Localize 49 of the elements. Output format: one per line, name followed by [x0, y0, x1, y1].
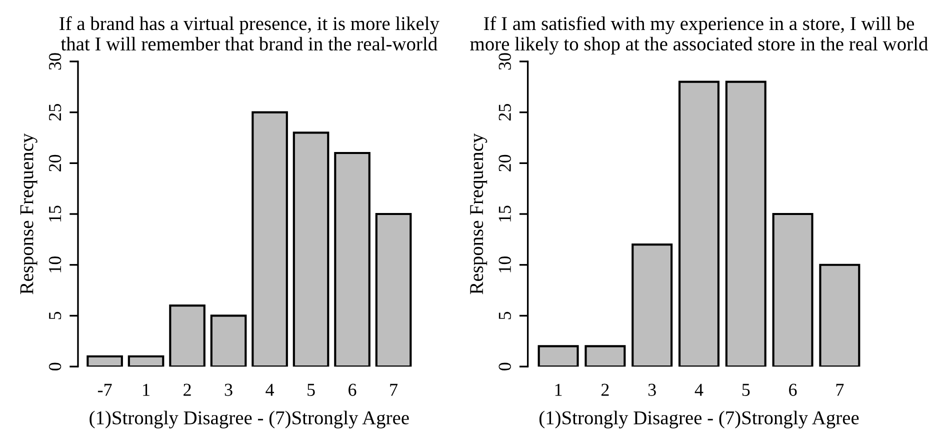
y-tick-label: 0	[48, 362, 62, 370]
x-tick-label: 3	[648, 384, 656, 396]
x-tick-label: 1	[555, 384, 562, 396]
x-tick-label: 5	[308, 384, 315, 396]
y-axis-title: Response Frequency	[20, 133, 38, 294]
x-tick-label: 7	[836, 384, 844, 396]
x-tick-label: 1	[143, 384, 150, 396]
x-tick-label: 6	[789, 384, 797, 396]
x-tick-label: 4	[266, 384, 274, 396]
x-tick-label: 2	[601, 384, 609, 396]
bar	[538, 345, 579, 367]
y-tick-label: 15	[49, 206, 62, 222]
chart-title: If a brand has a virtual presence, it is more likely that I will remember that brand in the real-world	[60, 16, 440, 51]
bar	[819, 264, 860, 367]
x-tick-label: 4	[694, 384, 704, 396]
x-tick-label: -7	[98, 384, 112, 396]
x-tick-label: 6	[348, 384, 356, 396]
bar	[86, 355, 123, 367]
y-tick-label: 25	[48, 104, 62, 121]
y-axis-title: Response Frequency	[470, 133, 488, 294]
bar	[252, 111, 288, 367]
y-tick-label: 10	[498, 256, 511, 272]
y-tick-label: 20	[48, 154, 62, 172]
y-tick-label: 30	[498, 53, 511, 70]
bar	[678, 80, 720, 367]
x-axis-title: (1)Strongly Disagree - (7)Strongly Agree	[539, 410, 859, 428]
bar	[128, 355, 164, 367]
bar	[725, 80, 766, 367]
y-tick-label: 5	[498, 312, 511, 320]
bar	[375, 212, 412, 367]
y-tick-label: 20	[498, 154, 511, 172]
bar	[210, 314, 247, 367]
y-tick-label: 10	[48, 256, 62, 272]
y-tick-label: 0	[498, 362, 511, 370]
bar	[772, 212, 814, 367]
x-tick-label: 7	[390, 384, 398, 396]
x-tick-label: 5	[742, 384, 750, 396]
y-tick-label: 25	[498, 104, 511, 121]
x-tick-label: 2	[184, 384, 191, 396]
bar	[292, 132, 330, 367]
bar	[169, 304, 206, 367]
bar	[632, 243, 673, 367]
bar	[584, 345, 626, 367]
y-tick-label: 30	[48, 53, 62, 70]
bar	[334, 152, 370, 367]
x-tick-label: 3	[224, 384, 232, 396]
y-tick-label: 15	[498, 206, 511, 222]
x-axis-title: (1)Strongly Disagree - (7)Strongly Agree	[90, 410, 409, 428]
y-tick-label: 5	[49, 312, 62, 320]
